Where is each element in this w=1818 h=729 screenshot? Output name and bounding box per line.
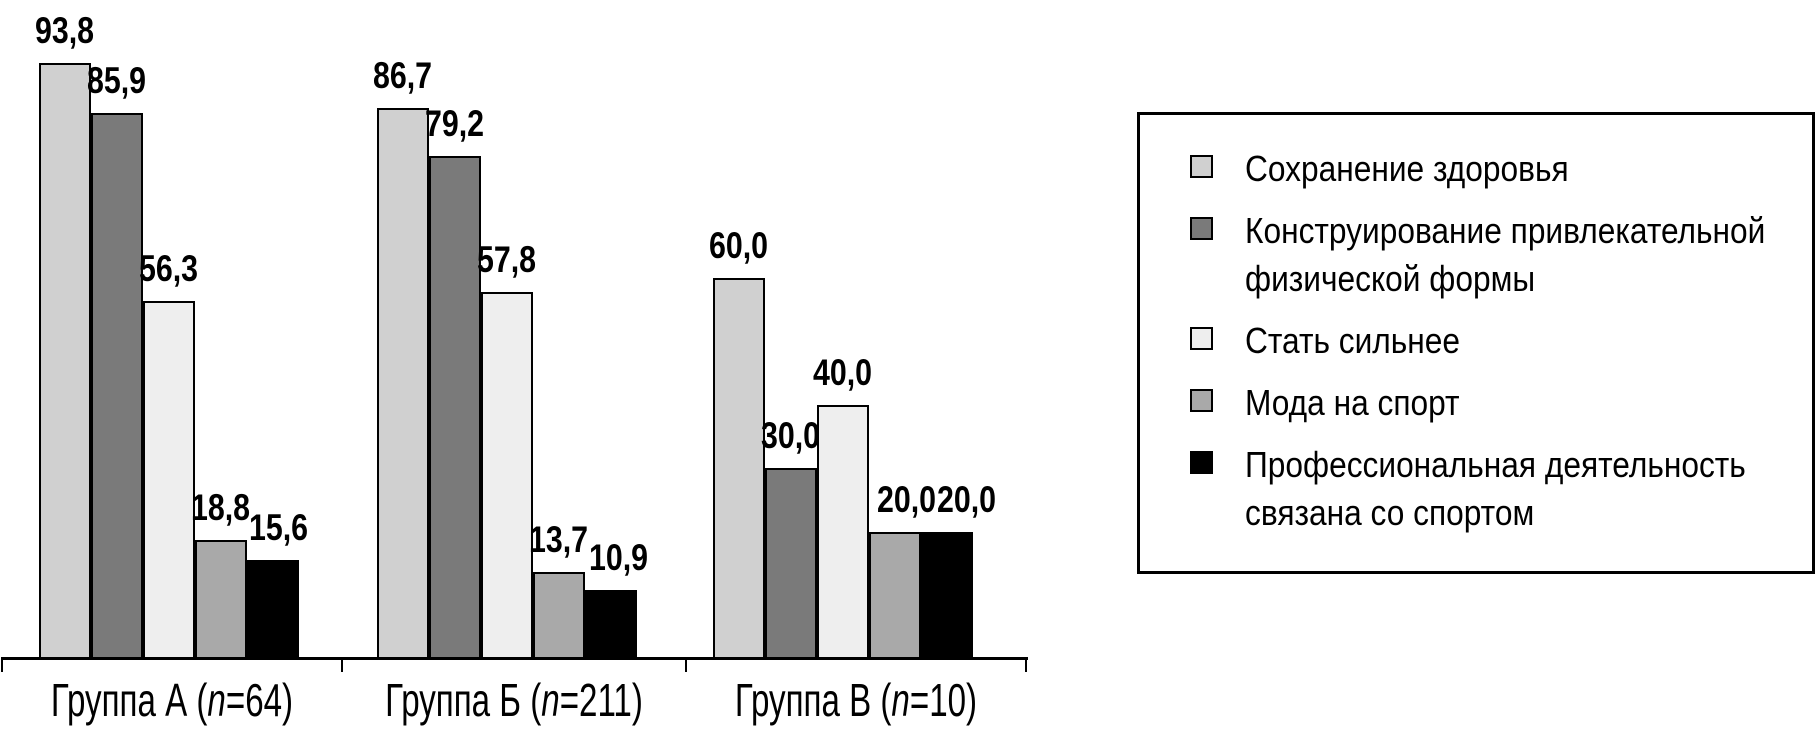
value-label: 15,6 — [249, 507, 309, 548]
x-axis-tick — [685, 657, 687, 672]
bar-2-group-2 — [429, 156, 481, 659]
bar-5-group-1 — [247, 560, 299, 659]
legend-item: Профессиональная деятельность связана со … — [1188, 441, 1812, 537]
bar-3-group-3 — [817, 405, 869, 659]
bar-5-group-3 — [921, 532, 973, 659]
value-label: 30,0 — [761, 415, 821, 456]
x-axis-line — [1, 657, 1028, 660]
bar-2-group-1 — [91, 113, 143, 659]
value-label: 13,7 — [529, 519, 589, 560]
x-axis-category-label: Группа Б (n=211) — [385, 674, 643, 726]
value-label: 57,8 — [477, 239, 537, 280]
legend-item: Стать сильнее — [1188, 317, 1812, 365]
bar-3-group-2 — [481, 292, 533, 659]
legend-item: Сохранение здоровья — [1188, 145, 1812, 193]
value-label: 60,0 — [709, 225, 769, 266]
value-label: 20,0 — [937, 479, 997, 520]
bar-chart: 93,8 86,7 60,0 85,9 79,2 30,0 56,3 57,8 40,0 18,8… — [1, 10, 1028, 726]
legend-swatch — [1190, 155, 1213, 178]
value-label: 85,9 — [87, 60, 147, 101]
x-axis-tick — [341, 657, 343, 672]
bar-3-group-1 — [143, 301, 195, 659]
value-label: 86,7 — [373, 55, 433, 96]
legend-item: Конструирование привлекательной физическо… — [1188, 207, 1812, 303]
legend-swatch — [1190, 327, 1213, 350]
legend-label: Мода на спорт — [1245, 382, 1460, 423]
bar-2-group-3 — [765, 468, 817, 659]
bar-1-group-1 — [39, 63, 91, 659]
legend-label: Конструирование привлекательной физическо… — [1245, 210, 1766, 299]
value-label: 79,2 — [425, 103, 485, 144]
value-label: 40,0 — [813, 352, 873, 393]
bar-5-group-2 — [585, 590, 637, 659]
x-axis-tick — [1025, 657, 1027, 672]
x-axis-tick — [1, 657, 3, 672]
legend-swatch — [1190, 451, 1213, 474]
value-label: 10,9 — [589, 537, 649, 578]
legend-swatch — [1190, 217, 1213, 240]
bar-4-group-1 — [195, 540, 247, 659]
value-label: 18,8 — [191, 487, 251, 528]
legend-item: Мода на спорт — [1188, 379, 1812, 427]
bar-4-group-2 — [533, 572, 585, 659]
bar-4-group-3 — [869, 532, 921, 659]
value-label: 56,3 — [139, 248, 199, 289]
x-axis-category-label: Группа А (n=64) — [50, 674, 294, 726]
value-label: 20,0 — [877, 479, 937, 520]
bar-1-group-3 — [713, 278, 765, 659]
legend-swatch — [1190, 389, 1213, 412]
bar-1-group-2 — [377, 108, 429, 659]
value-label: 93,8 — [35, 10, 95, 51]
legend-label: Стать сильнее — [1245, 320, 1461, 361]
x-axis-category-label: Группа В (n=10) — [734, 674, 978, 726]
legend-label: Профессиональная деятельность связана со … — [1245, 444, 1746, 533]
legend-label: Сохранение здоровья — [1245, 148, 1569, 189]
legend: Сохранение здоровья Конструирование привл… — [1137, 112, 1815, 574]
